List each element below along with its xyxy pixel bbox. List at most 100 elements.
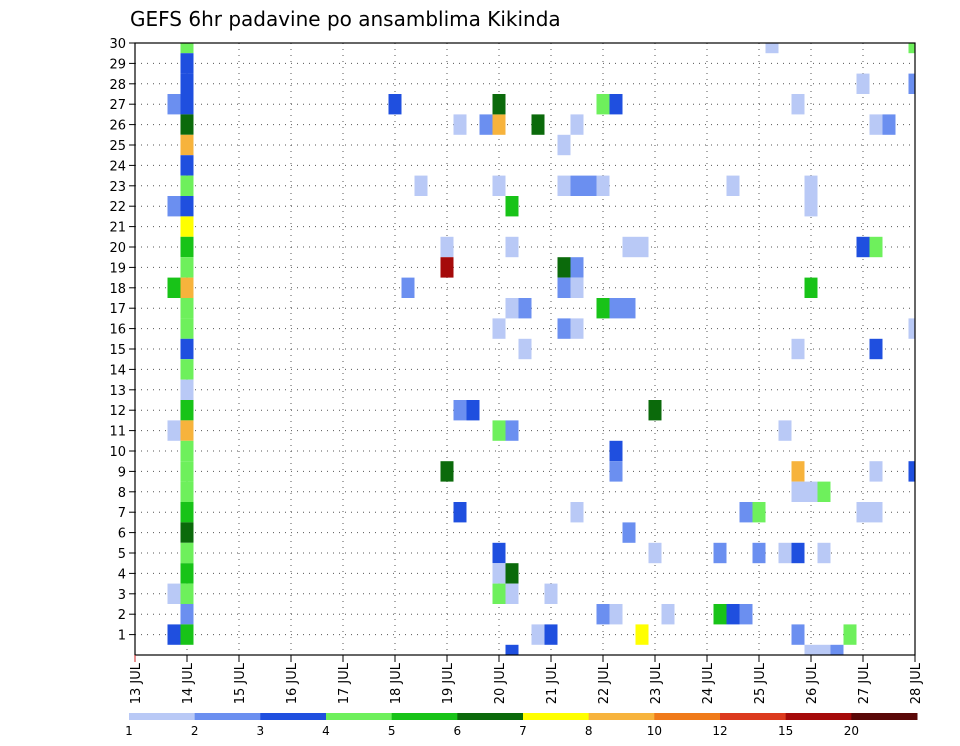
- heatmap-cell: [492, 563, 506, 584]
- heatmap-cell: [531, 624, 545, 645]
- y-tick-label: 10: [109, 445, 126, 460]
- x-tick-label: 25 JUL: [753, 662, 768, 704]
- y-tick-label: 6: [118, 527, 126, 542]
- heatmap-cell: [596, 175, 610, 196]
- heatmap-cell: [167, 94, 181, 115]
- legend-swatch: [129, 713, 196, 720]
- heatmap-cell: [570, 277, 584, 298]
- heatmap-cell: [778, 542, 792, 564]
- heatmap-cell: [544, 624, 558, 645]
- heatmap-cell: [180, 318, 194, 339]
- heatmap-cell: [180, 604, 194, 625]
- heatmap-cell: [804, 277, 818, 298]
- heatmap-cell: [180, 338, 194, 360]
- x-tick-label: 13 JUL: [129, 662, 144, 704]
- heatmap-cell: [180, 298, 194, 319]
- heatmap-cell: [505, 583, 519, 604]
- y-tick-label: 9: [118, 465, 126, 480]
- legend-swatch: [391, 713, 458, 720]
- heatmap-cell: [583, 175, 597, 196]
- heatmap-cell: [596, 604, 610, 625]
- heatmap-cell: [180, 196, 194, 217]
- y-tick-label: 7: [118, 506, 126, 521]
- heatmap-cell: [609, 604, 623, 625]
- heatmap-cell: [570, 502, 584, 523]
- heatmap-cell: [908, 43, 915, 54]
- y-tick-label: 5: [118, 547, 126, 562]
- heatmap-cell: [167, 624, 181, 645]
- heatmap-cell: [505, 420, 519, 441]
- x-tick-label: 14 JUL: [181, 662, 196, 704]
- y-tick-label: 30: [109, 37, 126, 52]
- heatmap-cell: [479, 114, 493, 135]
- legend-label: 6: [454, 724, 462, 738]
- heatmap-cell: [440, 461, 454, 482]
- heatmap-cell: [869, 114, 883, 135]
- y-axis: 1234567891011121314151617181920212223242…: [109, 37, 135, 644]
- heatmap-cell: [167, 277, 181, 298]
- heatmap-cell: [804, 196, 818, 217]
- x-tick-label: 28 JUL: [909, 662, 924, 704]
- heatmap-cell: [882, 114, 896, 135]
- heatmap-cell: [492, 94, 506, 115]
- legend-label: 12: [712, 724, 727, 738]
- heatmap-cell: [765, 43, 779, 54]
- y-tick-label: 1: [118, 629, 126, 644]
- legend-swatch: [720, 713, 787, 720]
- heatmap-cell: [661, 604, 675, 625]
- heatmap-cell: [180, 257, 194, 278]
- heatmap-cell: [505, 196, 519, 217]
- heatmap-cell: [505, 644, 519, 655]
- legend-label: 7: [519, 724, 527, 738]
- heatmap-cell: [830, 644, 844, 655]
- heatmap-cell: [869, 236, 883, 258]
- legend-swatch: [851, 713, 918, 720]
- heatmap-cell: [908, 318, 915, 339]
- heatmap-cell: [505, 236, 519, 258]
- heatmap-cell: [180, 583, 194, 604]
- legend-label: 5: [388, 724, 396, 738]
- y-tick-label: 21: [109, 221, 126, 236]
- heatmap-cell: [726, 604, 740, 625]
- legend-label: 8: [585, 724, 593, 738]
- heatmap-cell: [791, 542, 805, 564]
- heatmap-cell: [635, 236, 649, 258]
- heatmap-cell: [180, 134, 194, 156]
- heatmap-cell: [531, 114, 545, 135]
- heatmap-cell: [557, 175, 571, 196]
- heatmap-cell: [440, 257, 454, 278]
- heatmap-cell: [713, 542, 727, 564]
- heatmap-cell: [596, 298, 610, 319]
- heatmap-cell: [180, 379, 194, 400]
- heatmap-cell: [648, 400, 662, 421]
- heatmap-cell: [492, 114, 506, 135]
- legend-swatch: [588, 713, 655, 720]
- heatmap-cell: [739, 604, 753, 625]
- heatmap-cell: [492, 583, 506, 604]
- heatmap-cell: [570, 114, 584, 135]
- x-tick-label: 15 JUL: [233, 662, 248, 704]
- y-tick-label: 26: [109, 119, 126, 134]
- heatmap-cell: [180, 359, 194, 380]
- heatmap-cell: [622, 236, 636, 258]
- heatmap-cell: [609, 440, 623, 462]
- legend-label: 15: [778, 724, 793, 738]
- y-tick-label: 23: [109, 180, 126, 195]
- heatmap-cell: [856, 73, 870, 94]
- heatmap-cell: [804, 175, 818, 196]
- heatmap-cell: [908, 73, 915, 94]
- heatmap-cell: [635, 624, 649, 645]
- y-tick-label: 24: [109, 159, 126, 174]
- heatmap-cell: [908, 461, 915, 482]
- x-tick-label: 19 JUL: [441, 662, 456, 704]
- y-tick-label: 18: [109, 282, 126, 297]
- heatmap-cell: [492, 542, 506, 564]
- heatmap-cell: [869, 338, 883, 360]
- heatmap-cell: [778, 420, 792, 441]
- heatmap-cell: [505, 298, 519, 319]
- x-tick-label: 21 JUL: [545, 662, 560, 704]
- y-tick-label: 16: [109, 323, 126, 338]
- heatmap-cell: [453, 400, 467, 421]
- heatmap-cell: [518, 298, 532, 319]
- legend-colorbar: 1 2 3 4 5 6 7 8 10 12 15 20: [125, 713, 918, 738]
